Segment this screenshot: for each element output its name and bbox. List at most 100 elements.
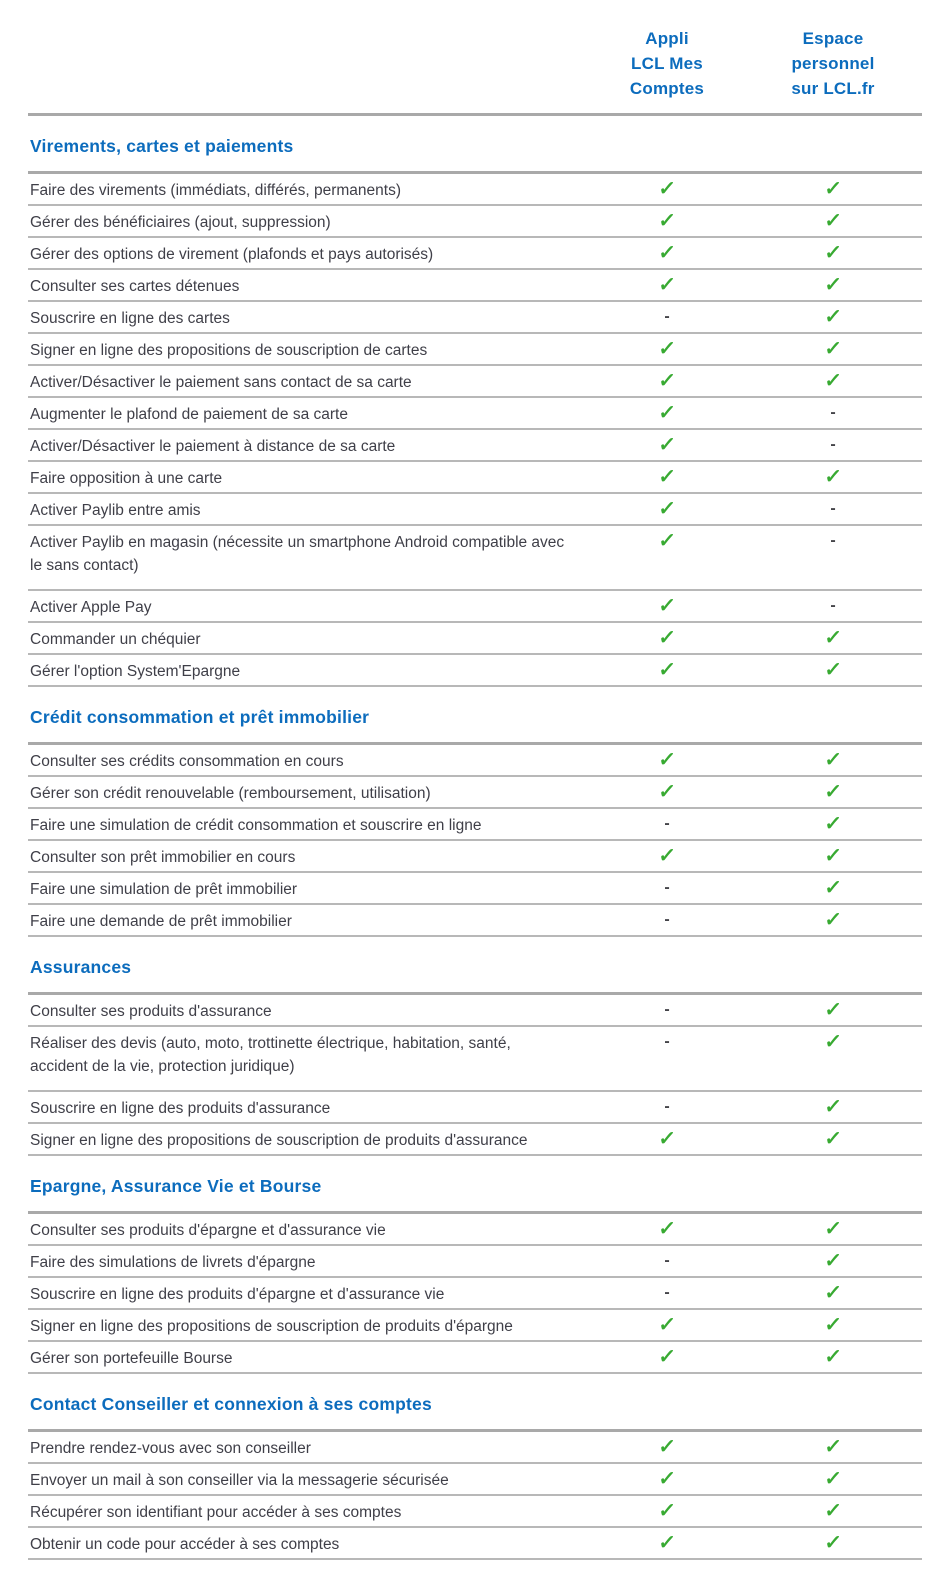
row-label: Consulter ses cartes détenues — [30, 278, 240, 295]
check-icon: ✓ — [823, 659, 843, 681]
row-label: Activer Paylib en magasin (nécessite un … — [30, 534, 565, 574]
row-label: Signer en ligne des propositions de sous… — [30, 1132, 528, 1149]
check-icon: ✓ — [657, 1532, 677, 1554]
table-row: Réaliser des devis (auto, moto, trottine… — [28, 1027, 922, 1092]
row-label: Gérer son crédit renouvelable (rembourse… — [30, 785, 431, 802]
sections-container: Virements, cartes et paiements Faire des … — [28, 116, 922, 1560]
check-icon: ✓ — [657, 1314, 677, 1336]
table-row: Souscrire en ligne des produits d'épargn… — [28, 1278, 922, 1310]
table-row: Gérer son portefeuille Bourse ✓ ✓ — [28, 1342, 922, 1374]
check-icon: ✓ — [823, 909, 843, 931]
check-icon: ✓ — [657, 530, 677, 552]
table-row: Récupérer son identifiant pour accéder à… — [28, 1496, 922, 1528]
check-icon: ✓ — [823, 1436, 843, 1458]
dash-icon: - — [664, 1098, 670, 1115]
section-title: Virements, cartes et paiements — [28, 116, 922, 174]
check-icon: ✓ — [823, 1468, 843, 1490]
check-icon: ✓ — [657, 498, 677, 520]
check-icon: ✓ — [657, 627, 677, 649]
row-label: Augmenter le plafond de paiement de sa c… — [30, 406, 348, 423]
row-label: Activer Apple Pay — [30, 599, 152, 616]
check-icon: ✓ — [823, 845, 843, 867]
check-icon: ✓ — [823, 1096, 843, 1118]
check-icon: ✓ — [823, 781, 843, 803]
row-label: Gérer des options de virement (plafonds … — [30, 246, 434, 263]
dash-icon: - — [664, 879, 670, 896]
table-row: Augmenter le plafond de paiement de sa c… — [28, 398, 922, 430]
table-row: Gérer l'option System'Epargne ✓ ✓ — [28, 655, 922, 687]
check-icon: ✓ — [657, 466, 677, 488]
check-icon: ✓ — [823, 274, 843, 296]
dash-icon: - — [664, 911, 670, 928]
row-label: Gérer l'option System'Epargne — [30, 663, 241, 680]
row-label: Faire des simulations de livrets d'éparg… — [30, 1254, 316, 1271]
row-label: Activer Paylib entre amis — [30, 502, 201, 519]
check-icon: ✓ — [823, 306, 843, 328]
section-title: Contact Conseiller et connexion à ses co… — [28, 1374, 922, 1432]
check-icon: ✓ — [657, 1218, 677, 1240]
check-icon: ✓ — [823, 210, 843, 232]
table-row: Gérer des bénéficiaires (ajout, suppress… — [28, 206, 922, 238]
column-header-appli-lcl: Appli LCL Mes Comptes — [629, 29, 705, 98]
row-label: Souscrire en ligne des cartes — [30, 310, 230, 327]
row-label: Gérer son portefeuille Bourse — [30, 1350, 233, 1367]
check-icon: ✓ — [823, 242, 843, 264]
check-icon: ✓ — [657, 845, 677, 867]
table-row: Faire des virements (immédiats, différés… — [28, 174, 922, 206]
check-icon: ✓ — [823, 813, 843, 835]
check-icon: ✓ — [657, 274, 677, 296]
row-label: Prendre rendez-vous avec son conseiller — [30, 1440, 311, 1457]
check-icon: ✓ — [823, 1031, 843, 1053]
row-label: Obtenir un code pour accéder à ses compt… — [30, 1536, 340, 1553]
check-icon: ✓ — [657, 338, 677, 360]
check-icon: ✓ — [823, 999, 843, 1021]
dash-icon: - — [664, 1001, 670, 1018]
dash-icon: - — [830, 597, 836, 614]
check-icon: ✓ — [657, 749, 677, 771]
check-icon: ✓ — [657, 434, 677, 456]
check-icon: ✓ — [823, 338, 843, 360]
row-label: Activer/Désactiver le paiement sans cont… — [30, 374, 412, 391]
row-label: Consulter son prêt immobilier en cours — [30, 849, 296, 866]
dash-icon: - — [664, 308, 670, 325]
check-icon: ✓ — [823, 178, 843, 200]
table-row: Prendre rendez-vous avec son conseiller ✓… — [28, 1432, 922, 1464]
table-row: Activer Paylib en magasin (nécessite un … — [28, 526, 922, 591]
check-icon: ✓ — [657, 781, 677, 803]
check-icon: ✓ — [657, 659, 677, 681]
row-label: Souscrire en ligne des produits d'épargn… — [30, 1286, 445, 1303]
check-icon: ✓ — [823, 1500, 843, 1522]
table-row: Activer/Désactiver le paiement à distanc… — [28, 430, 922, 462]
check-icon: ✓ — [823, 877, 843, 899]
table-row: Signer en ligne des propositions de sous… — [28, 1124, 922, 1156]
row-label: Faire opposition à une carte — [30, 470, 223, 487]
table-row: Consulter son prêt immobilier en cours ✓ ✓ — [28, 841, 922, 873]
check-icon: ✓ — [657, 242, 677, 264]
check-icon: ✓ — [823, 749, 843, 771]
table-row: Faire une simulation de crédit consommat… — [28, 809, 922, 841]
check-icon: ✓ — [823, 466, 843, 488]
check-icon: ✓ — [657, 1468, 677, 1490]
row-label: Commander un chéquier — [30, 631, 201, 648]
dash-icon: - — [830, 500, 836, 517]
table-row: Consulter ses cartes détenues ✓ ✓ — [28, 270, 922, 302]
dash-icon: - — [664, 815, 670, 832]
check-icon: ✓ — [823, 1128, 843, 1150]
check-icon: ✓ — [823, 370, 843, 392]
dash-icon: - — [830, 532, 836, 549]
check-icon: ✓ — [823, 627, 843, 649]
check-icon: ✓ — [823, 1218, 843, 1240]
check-icon: ✓ — [657, 1346, 677, 1368]
row-label: Faire des virements (immédiats, différés… — [30, 182, 401, 199]
dash-icon: - — [830, 436, 836, 453]
check-icon: ✓ — [823, 1346, 843, 1368]
table-row: Consulter ses produits d'assurance - ✓ — [28, 995, 922, 1027]
check-icon: ✓ — [657, 210, 677, 232]
table-row: Consulter ses produits d'épargne et d'as… — [28, 1214, 922, 1246]
table-row: Activer Apple Pay ✓ - — [28, 591, 922, 623]
check-icon: ✓ — [823, 1282, 843, 1304]
check-icon: ✓ — [657, 1436, 677, 1458]
check-icon: ✓ — [657, 402, 677, 424]
table-row: Souscrire en ligne des cartes - ✓ — [28, 302, 922, 334]
